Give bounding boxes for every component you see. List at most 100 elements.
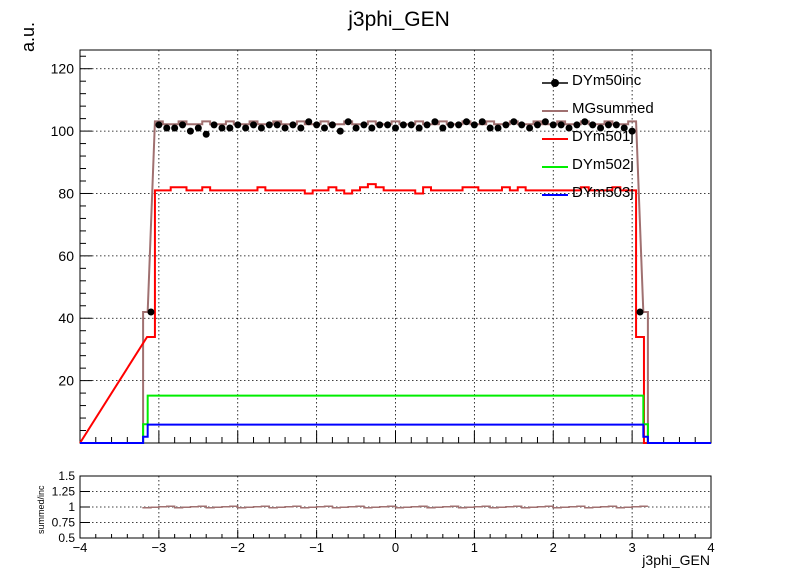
y-tick-label: 120 bbox=[51, 61, 75, 77]
x-tick-label: −2 bbox=[230, 540, 245, 555]
ratio-y-axis-title: summed/inc bbox=[36, 485, 46, 534]
legend-line-icon bbox=[542, 110, 568, 112]
series-dym503j-line bbox=[80, 423, 711, 444]
data-point-dym50inc bbox=[533, 121, 541, 129]
data-point-dym50inc bbox=[289, 121, 297, 129]
legend-item-dym503j: DYm503j bbox=[540, 182, 710, 210]
data-point-dym50inc bbox=[305, 118, 313, 126]
legend-item-dym50inc: DYm50inc bbox=[540, 70, 710, 98]
data-point-dym50inc bbox=[620, 124, 628, 132]
legend-item-dym502j: DYm502j bbox=[540, 154, 710, 182]
data-point-dym50inc bbox=[321, 124, 329, 132]
ratio-y-tick-label: 1 bbox=[68, 500, 75, 514]
x-tick-label: 1 bbox=[471, 540, 478, 555]
x-tick-label: −3 bbox=[151, 540, 166, 555]
data-point-dym50inc bbox=[557, 121, 565, 129]
data-point-dym50inc bbox=[399, 121, 407, 129]
data-point-dym50inc bbox=[541, 118, 549, 126]
legend-label: DYm502j bbox=[572, 156, 634, 173]
legend-line-icon bbox=[542, 138, 568, 140]
legend-item-dym501j: DYm501j bbox=[540, 126, 710, 154]
chart-title: j3phi_GEN bbox=[348, 8, 450, 31]
data-point-dym50inc bbox=[502, 121, 510, 129]
data-point-dym50inc bbox=[526, 124, 534, 132]
data-point-dym50inc bbox=[344, 118, 352, 126]
data-point-dym50inc bbox=[281, 124, 289, 132]
data-point-dym50inc bbox=[360, 121, 368, 129]
data-point-dym50inc bbox=[423, 121, 431, 129]
ratio-y-tick-label: 1.5 bbox=[58, 469, 75, 483]
data-point-dym50inc bbox=[628, 127, 636, 135]
data-point-dym50inc bbox=[462, 118, 470, 126]
data-point-dym50inc bbox=[194, 124, 202, 132]
y-tick-label: 40 bbox=[58, 310, 74, 326]
x-tick-label: −4 bbox=[73, 540, 88, 555]
series-dym501j-line bbox=[79, 183, 711, 444]
data-point-dym50inc bbox=[565, 124, 573, 132]
y-tick-label: 20 bbox=[58, 373, 74, 389]
data-point-dym50inc bbox=[597, 124, 605, 132]
data-point-dym50inc bbox=[447, 121, 455, 129]
x-tick-label: 2 bbox=[550, 540, 557, 555]
y-tick-label: 100 bbox=[51, 123, 75, 139]
data-point-dym50inc bbox=[604, 121, 612, 129]
x-axis-title: j3phi_GEN bbox=[642, 552, 710, 568]
legend: DYm50inc MGsummed DYm501j DYm502j DYm503… bbox=[540, 70, 710, 210]
data-point-dym50inc bbox=[234, 121, 242, 129]
data-point-dym50inc bbox=[155, 121, 163, 129]
x-tick-label: −1 bbox=[309, 540, 324, 555]
legend-label: MGsummed bbox=[572, 100, 654, 117]
data-point-dym50inc bbox=[328, 121, 336, 129]
data-point-dym50inc bbox=[218, 124, 226, 132]
data-point-dym50inc bbox=[486, 124, 494, 132]
data-point-dym50inc bbox=[257, 124, 265, 132]
data-point-dym50inc bbox=[518, 121, 526, 129]
data-point-dym50inc bbox=[549, 121, 557, 129]
data-point-dym50inc bbox=[470, 121, 478, 129]
legend-line-icon bbox=[542, 166, 568, 168]
series-dym502j-line bbox=[80, 394, 711, 444]
data-point-dym50inc bbox=[202, 130, 210, 138]
y-tick-label: 60 bbox=[58, 248, 74, 264]
data-point-dym50inc bbox=[265, 121, 273, 129]
data-point-dym50inc bbox=[407, 121, 415, 129]
data-point-dym50inc bbox=[573, 121, 581, 129]
ratio-y-tick-label: 1.25 bbox=[52, 485, 76, 499]
data-point-dym50inc bbox=[352, 124, 360, 132]
data-point-dym50inc bbox=[313, 121, 321, 129]
data-point-dym50inc bbox=[636, 308, 644, 316]
data-point-dym50inc bbox=[581, 118, 589, 126]
legend-label: DYm50inc bbox=[572, 72, 642, 89]
x-tick-label: 3 bbox=[629, 540, 636, 555]
x-tick-label: 0 bbox=[392, 540, 399, 555]
data-point-dym50inc bbox=[250, 121, 258, 129]
data-point-dym50inc bbox=[210, 121, 218, 129]
y-axis-title: a.u. bbox=[18, 21, 38, 52]
data-point-dym50inc bbox=[415, 124, 423, 132]
data-point-dym50inc bbox=[392, 124, 399, 132]
data-point-dym50inc bbox=[186, 127, 194, 135]
data-point-dym50inc bbox=[368, 124, 376, 132]
data-point-dym50inc bbox=[163, 124, 171, 132]
ratio-y-tick-label: 0.75 bbox=[52, 516, 76, 530]
legend-label: DYm501j bbox=[572, 128, 634, 145]
data-point-dym50inc bbox=[478, 118, 486, 126]
data-point-dym50inc bbox=[431, 118, 439, 126]
data-point-dym50inc bbox=[455, 121, 463, 129]
data-point-dym50inc bbox=[439, 124, 447, 132]
legend-label: DYm503j bbox=[572, 184, 634, 201]
data-point-dym50inc bbox=[297, 124, 305, 132]
data-point-dym50inc bbox=[612, 121, 620, 129]
data-point-dym50inc bbox=[376, 121, 384, 129]
legend-line-icon bbox=[542, 194, 568, 196]
data-point-dym50inc bbox=[226, 124, 234, 132]
ratio-series-line bbox=[142, 505, 648, 509]
data-point-dym50inc bbox=[179, 121, 187, 129]
data-point-dym50inc bbox=[171, 124, 179, 132]
series-mgsummed-line bbox=[80, 120, 711, 444]
data-point-dym50inc bbox=[494, 124, 502, 132]
data-point-dym50inc bbox=[589, 121, 597, 129]
ratio-y-tick-label: 0.5 bbox=[58, 531, 75, 545]
data-point-dym50inc bbox=[384, 121, 392, 129]
